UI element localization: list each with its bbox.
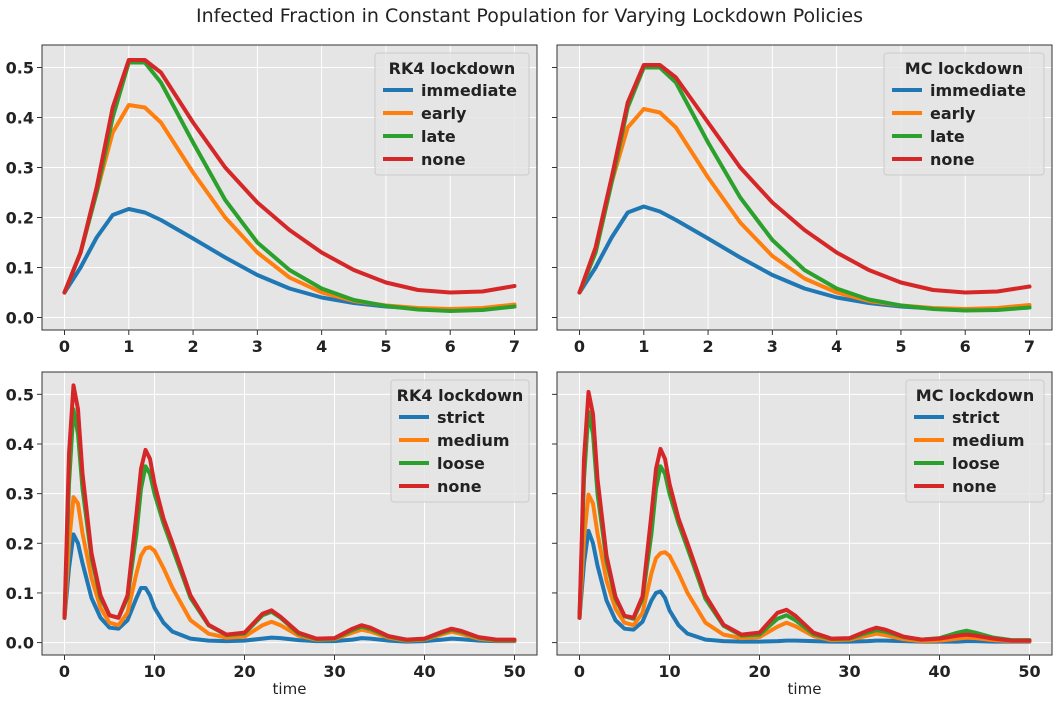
y-tick-label: 0.0: [6, 634, 34, 653]
legend-box: [390, 379, 530, 503]
x-tick-label: 2: [703, 337, 714, 356]
legend-box: [374, 52, 530, 176]
subplot-p0: 0 1 2 3 4 5 6 7 0.0 0.1 0.2 0.3 0.4 0.5 RK4 lockdown im…: [6, 44, 538, 356]
x-tick-label: 1: [638, 337, 649, 356]
y-tick-label: 0.2: [6, 534, 34, 553]
subplot-p3: 0 10 20 30 40 50 time MC lockdown strict medium lo…: [552, 371, 1053, 698]
axes-frame: [41, 371, 538, 656]
x-tick-label: 3: [252, 337, 263, 356]
y-tick-label: 0.3: [6, 159, 34, 178]
legend-label-none: none: [437, 477, 482, 496]
legend-label-none: none: [930, 150, 975, 169]
legend-label-immediate: immediate: [930, 81, 1026, 100]
axes-frame: [41, 44, 538, 331]
axes-frame: [556, 371, 1053, 656]
legend: MC lockdown immediate early late none: [883, 52, 1045, 176]
y-tick-label: 0.4: [6, 435, 34, 454]
legend-label-none: none: [421, 150, 466, 169]
series-line-none: [577, 389, 1032, 643]
legend-title: MC lockdown: [916, 386, 1034, 405]
legend-label-late: late: [930, 127, 965, 146]
legend-label-loose: loose: [437, 454, 485, 473]
x-tick-label: 6: [960, 337, 971, 356]
x-tick-label: 7: [1024, 337, 1035, 356]
y-tick-label: 0.1: [6, 259, 34, 278]
legend-label-immediate: immediate: [421, 81, 517, 100]
x-tick-label: 5: [380, 337, 391, 356]
series-group: [577, 389, 1032, 644]
x-tick-label: 4: [316, 337, 327, 356]
y-tick-label: 0.5: [6, 59, 34, 78]
legend-label-loose: loose: [952, 454, 1000, 473]
x-tick-label: 20: [233, 662, 255, 681]
legend: RK4 lockdown immediate early late none: [374, 52, 530, 176]
series-group: [62, 58, 517, 313]
legend-label-strict: strict: [437, 408, 485, 427]
legend-label-late: late: [421, 127, 456, 146]
legend-title: RK4 lockdown: [389, 59, 516, 78]
x-tick-label: 2: [188, 337, 199, 356]
series-line-none: [577, 63, 1032, 295]
legend: RK4 lockdown strict medium loose none: [390, 379, 530, 503]
series-line-none: [62, 58, 517, 295]
x-axis-label: time: [273, 680, 307, 698]
series-group: [577, 63, 1032, 313]
x-tick-label: 40: [928, 662, 950, 681]
x-axis-label: time: [788, 680, 822, 698]
x-tick-label: 1: [123, 337, 134, 356]
x-tick-label: 0: [59, 337, 70, 356]
legend-label-medium: medium: [952, 431, 1025, 450]
x-tick-label: 10: [658, 662, 680, 681]
x-tick-label: 40: [413, 662, 435, 681]
x-tick-label: 0: [574, 662, 585, 681]
legend-label-strict: strict: [952, 408, 1000, 427]
figure-title: Infected Fraction in Constant Population…: [196, 5, 863, 27]
x-tick-label: 4: [831, 337, 842, 356]
x-tick-label: 0: [59, 662, 70, 681]
x-tick-label: 7: [509, 337, 520, 356]
y-tick-label: 0.1: [6, 584, 34, 603]
legend-label-early: early: [421, 104, 467, 123]
subplot-p2: 0 10 20 30 40 50 0.0 0.1 0.2 0.3 0.4 0.5 time RK4 loc…: [6, 371, 538, 698]
legend-label-none: none: [952, 477, 997, 496]
series-line-none: [62, 383, 517, 642]
y-tick-label: 0.3: [6, 485, 34, 504]
legend-label-early: early: [930, 104, 976, 123]
x-tick-label: 50: [503, 662, 525, 681]
x-tick-label: 0: [574, 337, 585, 356]
legend: MC lockdown strict medium loose none: [905, 379, 1045, 503]
x-tick-label: 10: [143, 662, 165, 681]
y-tick-label: 0.4: [6, 109, 34, 128]
subplot-p1: 0 1 2 3 4 5 6 7 MC lockdown immediate early late non…: [552, 44, 1053, 356]
x-tick-label: 50: [1018, 662, 1040, 681]
legend-label-medium: medium: [437, 431, 510, 450]
x-tick-label: 20: [748, 662, 770, 681]
y-tick-label: 0.0: [6, 309, 34, 328]
legend-box: [883, 52, 1045, 176]
y-tick-label: 0.5: [6, 385, 34, 404]
legend-title: MC lockdown: [905, 59, 1023, 78]
subplot-grid: 0 1 2 3 4 5 6 7 0.0 0.1 0.2 0.3 0.4 0.5 RK4 lockdown im…: [6, 44, 1053, 698]
legend-title: RK4 lockdown: [397, 386, 524, 405]
x-tick-label: 30: [323, 662, 345, 681]
y-tick-label: 0.2: [6, 209, 34, 228]
axes-frame: [556, 44, 1053, 331]
x-tick-label: 6: [445, 337, 456, 356]
legend-box: [905, 379, 1045, 503]
x-tick-label: 30: [838, 662, 860, 681]
x-tick-label: 3: [767, 337, 778, 356]
x-tick-label: 5: [895, 337, 906, 356]
series-group: [62, 383, 517, 644]
